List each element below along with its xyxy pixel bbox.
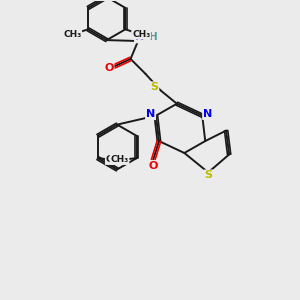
Text: S: S xyxy=(151,82,158,92)
Text: CH₃: CH₃ xyxy=(110,155,129,164)
Text: S: S xyxy=(204,170,212,180)
Text: CH₃: CH₃ xyxy=(132,30,150,39)
Text: N: N xyxy=(146,109,155,119)
Text: N: N xyxy=(203,109,212,119)
Text: CH₃: CH₃ xyxy=(63,30,81,39)
Text: O: O xyxy=(104,63,113,73)
Text: O: O xyxy=(148,161,158,171)
Text: CH₃: CH₃ xyxy=(106,155,124,164)
Text: H: H xyxy=(148,32,158,41)
Text: N: N xyxy=(135,32,144,42)
